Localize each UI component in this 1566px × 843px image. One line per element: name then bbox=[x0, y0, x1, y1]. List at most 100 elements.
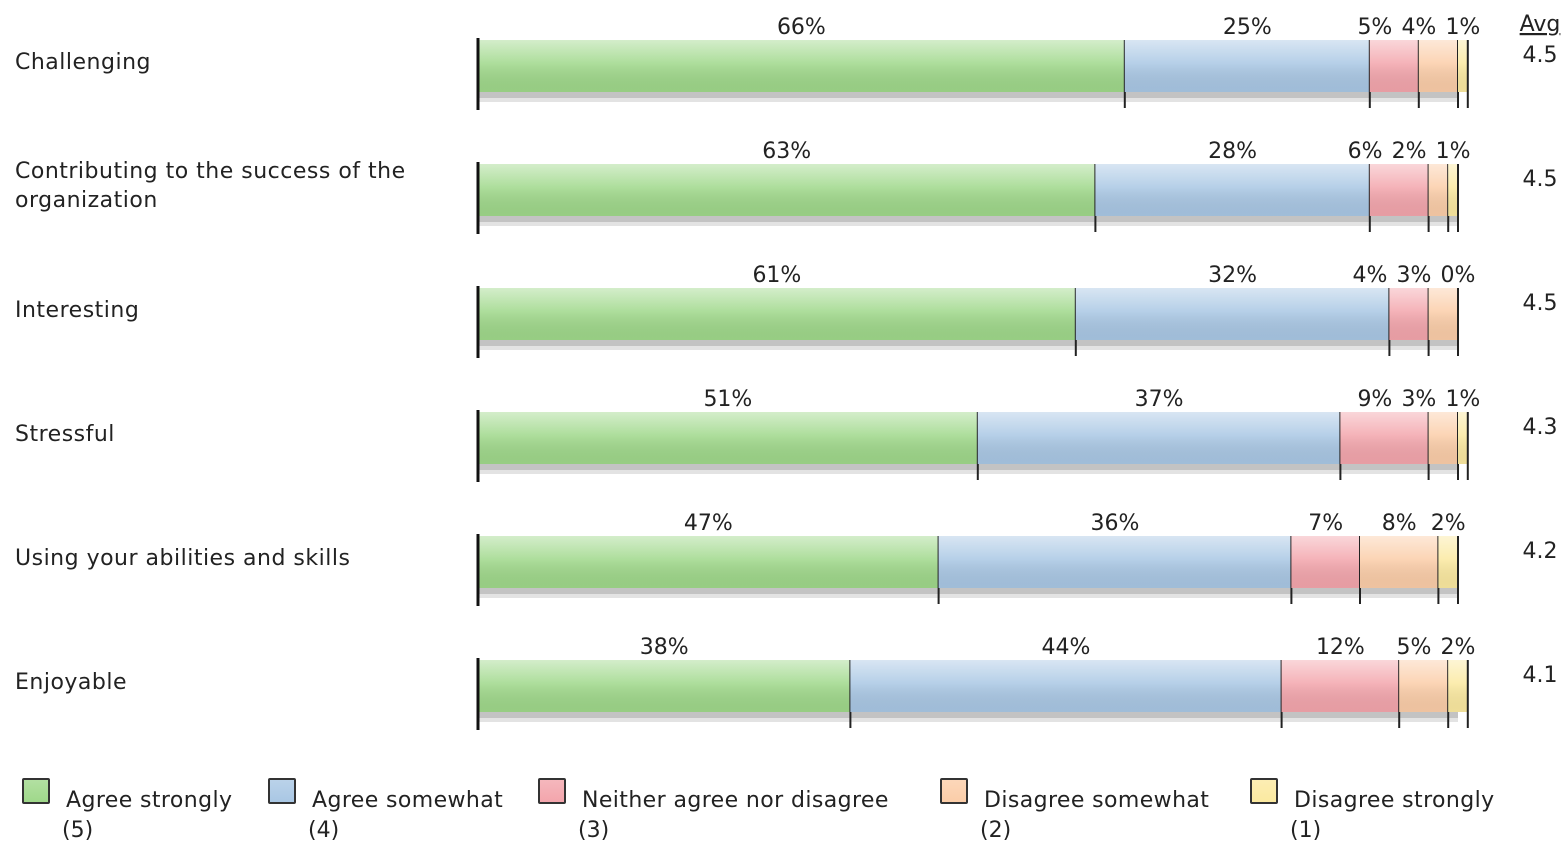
data-label-contributing-to-the-success-of-the-organization-agree-somewhat: 28% bbox=[1208, 139, 1257, 164]
bar-gloss bbox=[1448, 660, 1468, 712]
data-label-contributing-to-the-success-of-the-organization-neither-agree-nor-disagree: 6% bbox=[1348, 139, 1383, 164]
data-label-contributing-to-the-success-of-the-organization-disagree-strongly: 1% bbox=[1436, 139, 1471, 164]
legend: Agree strongly (5) Agree somewhat (4) Neithe… bbox=[0, 778, 1566, 843]
data-label-challenging-neither-agree-nor-disagree: 5% bbox=[1357, 15, 1392, 40]
bar-gloss bbox=[1428, 288, 1458, 340]
bar-shadow-soft bbox=[478, 470, 1458, 474]
legend-score: (1) bbox=[1290, 818, 1322, 843]
legend-swatch bbox=[940, 778, 968, 804]
bar-gloss bbox=[1095, 164, 1370, 216]
legend-swatch bbox=[538, 778, 566, 804]
bar-gloss bbox=[850, 660, 1282, 712]
bar-gloss bbox=[478, 40, 1125, 92]
bar-shadow-soft bbox=[478, 718, 1458, 722]
category-label-stressful: Stressful bbox=[15, 421, 115, 447]
legend-swatch bbox=[1250, 778, 1278, 804]
bar-gloss bbox=[1369, 164, 1429, 216]
data-label-enjoyable-disagree-strongly: 2% bbox=[1441, 635, 1476, 660]
avg-header: Avg bbox=[1520, 12, 1561, 37]
labels-layer: Avg 66% 25% 5% 4% 1% 4.5 63% 28% 6% 2% 1% 4.5 61% 32% 4… bbox=[640, 12, 1561, 688]
data-label-enjoyable-disagree-somewhat: 5% bbox=[1397, 635, 1432, 660]
data-label-stressful-disagree-somewhat: 3% bbox=[1401, 387, 1436, 412]
data-label-interesting-agree-somewhat: 32% bbox=[1208, 263, 1257, 288]
legend-score: (5) bbox=[62, 818, 94, 843]
average-challenging: 4.5 bbox=[1523, 43, 1558, 68]
data-label-using-your-abilities-and-skills-agree-strongly: 47% bbox=[684, 511, 733, 536]
data-label-challenging-agree-strongly: 66% bbox=[777, 15, 826, 40]
legend-label: Agree strongly bbox=[66, 788, 233, 813]
bar-gloss bbox=[478, 536, 939, 588]
legend-label: Disagree somewhat bbox=[984, 788, 1210, 813]
bar-shadow-soft bbox=[478, 346, 1458, 350]
data-label-challenging-disagree-strongly: 1% bbox=[1445, 15, 1480, 40]
bar-gloss bbox=[1291, 536, 1360, 588]
bar-gloss bbox=[1340, 412, 1429, 464]
bar-gloss bbox=[478, 412, 978, 464]
average-interesting: 4.5 bbox=[1523, 291, 1558, 316]
data-label-interesting-neither-agree-nor-disagree: 4% bbox=[1353, 263, 1388, 288]
bar-gloss bbox=[1458, 412, 1468, 464]
bar-gloss bbox=[478, 164, 1096, 216]
legend-score: (2) bbox=[980, 818, 1012, 843]
legend-swatch bbox=[22, 778, 50, 804]
bar-gloss bbox=[938, 536, 1292, 588]
data-label-challenging-disagree-somewhat: 4% bbox=[1401, 15, 1436, 40]
data-label-interesting-disagree-strongly: 0% bbox=[1441, 263, 1476, 288]
data-label-enjoyable-agree-strongly: 38% bbox=[640, 635, 689, 660]
bar-gloss bbox=[977, 412, 1341, 464]
legend-score: (3) bbox=[578, 818, 610, 843]
data-label-contributing-to-the-success-of-the-organization-agree-strongly: 63% bbox=[762, 139, 811, 164]
bar-gloss bbox=[1448, 164, 1458, 216]
bar-gloss bbox=[1399, 660, 1449, 712]
data-label-using-your-abilities-and-skills-disagree-somewhat: 8% bbox=[1382, 511, 1417, 536]
data-label-contributing-to-the-success-of-the-organization-disagree-somewhat: 2% bbox=[1392, 139, 1427, 164]
average-using-your-abilities-and-skills: 4.2 bbox=[1523, 539, 1558, 564]
category-label-interesting: Interesting bbox=[15, 297, 140, 323]
bar-gloss bbox=[1428, 164, 1449, 216]
bar-gloss bbox=[478, 660, 851, 712]
bar-shadow bbox=[478, 712, 1458, 718]
legend-label: Agree somewhat bbox=[312, 788, 504, 813]
legend-swatch bbox=[268, 778, 296, 804]
legend-label: Neither agree nor disagree bbox=[582, 788, 889, 813]
bar-gloss bbox=[1075, 288, 1390, 340]
average-stressful: 4.3 bbox=[1523, 415, 1558, 440]
bar-gloss bbox=[1369, 40, 1419, 92]
bar-gloss bbox=[1418, 40, 1458, 92]
category-label-enjoyable: Enjoyable bbox=[15, 669, 128, 695]
data-label-using-your-abilities-and-skills-agree-somewhat: 36% bbox=[1091, 511, 1140, 536]
data-label-stressful-agree-somewhat: 37% bbox=[1135, 387, 1184, 412]
bar-shadow-soft bbox=[478, 594, 1458, 598]
category-label-challenging: Challenging bbox=[15, 49, 151, 75]
bar-gloss bbox=[1360, 536, 1439, 588]
bar-shadow bbox=[478, 216, 1458, 222]
bar-shadow-soft bbox=[478, 98, 1458, 102]
bar-shadow-soft bbox=[478, 222, 1458, 226]
bar-gloss bbox=[1389, 288, 1429, 340]
bar-shadow bbox=[478, 92, 1458, 98]
average-contributing-to-the-success-of-the-organization: 4.5 bbox=[1523, 167, 1558, 192]
bar-shadow bbox=[478, 464, 1458, 470]
legend-score: (4) bbox=[308, 818, 340, 843]
data-label-challenging-agree-somewhat: 25% bbox=[1223, 15, 1272, 40]
average-enjoyable: 4.1 bbox=[1523, 663, 1558, 688]
data-label-stressful-agree-strongly: 51% bbox=[703, 387, 752, 412]
bar-gloss bbox=[1428, 412, 1458, 464]
bar-gloss bbox=[1124, 40, 1370, 92]
bar-gloss bbox=[1281, 660, 1400, 712]
category-label-contributing-to-the-success-of-the-organization: Contributing to the success of the organ… bbox=[15, 159, 406, 213]
data-label-stressful-neither-agree-nor-disagree: 9% bbox=[1357, 387, 1392, 412]
bar-shadow bbox=[478, 340, 1458, 346]
data-label-stressful-disagree-strongly: 1% bbox=[1445, 387, 1480, 412]
bars-layer bbox=[476, 38, 1469, 730]
data-label-interesting-disagree-somewhat: 3% bbox=[1397, 263, 1432, 288]
data-label-using-your-abilities-and-skills-neither-agree-nor-disagree: 7% bbox=[1308, 511, 1343, 536]
data-label-enjoyable-agree-somewhat: 44% bbox=[1042, 635, 1091, 660]
data-label-interesting-agree-strongly: 61% bbox=[752, 263, 801, 288]
data-label-using-your-abilities-and-skills-disagree-strongly: 2% bbox=[1431, 511, 1466, 536]
legend-label: Disagree strongly bbox=[1294, 788, 1495, 813]
bar-gloss bbox=[478, 288, 1076, 340]
bar-gloss bbox=[1438, 536, 1458, 588]
bar-shadow bbox=[478, 588, 1458, 594]
